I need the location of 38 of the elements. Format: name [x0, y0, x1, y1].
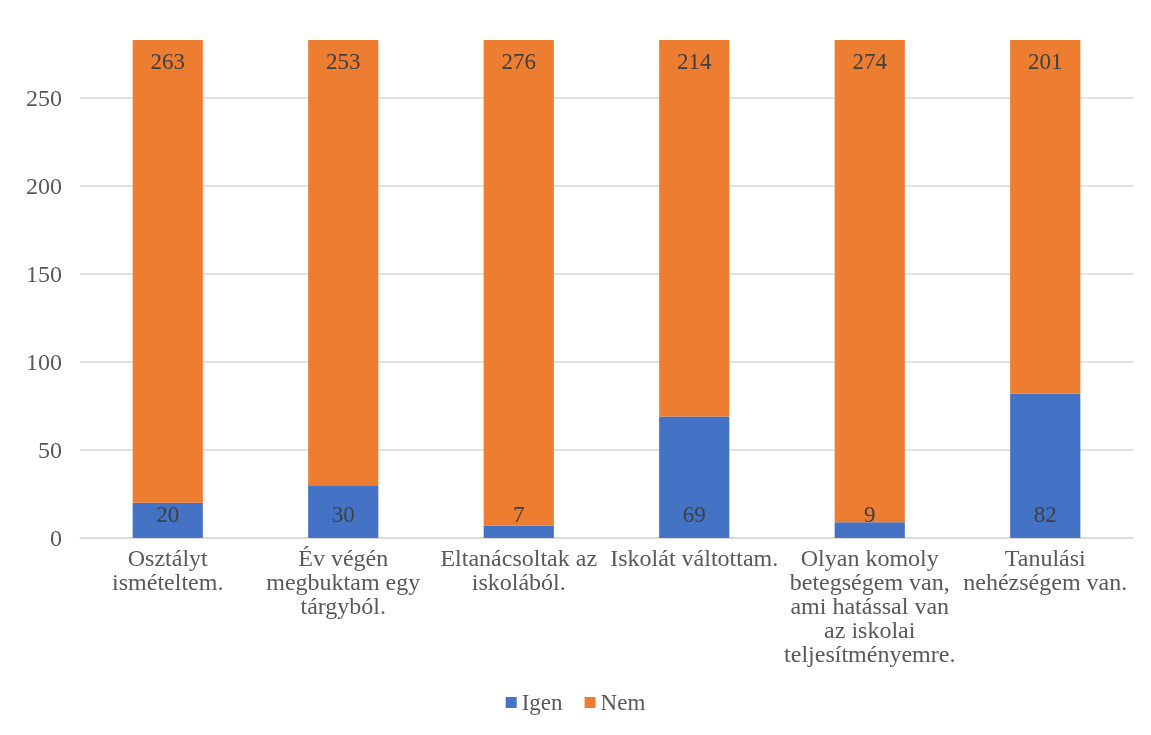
bar	[483, 525, 554, 538]
bar	[1010, 40, 1081, 394]
y-tick-label: 100	[26, 349, 62, 376]
data-label: 30	[331, 502, 355, 527]
x-tick-label: Iskolát váltottam.	[610, 545, 779, 571]
data-label: 276	[501, 49, 536, 74]
x-tick-label: Eltanácsoltak az iskolából.	[440, 545, 598, 595]
data-label: 82	[1033, 502, 1057, 527]
data-label: 20	[156, 502, 180, 527]
bar	[132, 40, 203, 503]
data-label: 253	[326, 49, 361, 74]
y-tick-label: 250	[26, 85, 62, 112]
legend-label: Igen	[521, 690, 564, 715]
bar	[834, 40, 905, 523]
data-label: 69	[682, 502, 706, 527]
legend-label: Nem	[600, 690, 646, 715]
data-label: 201	[1028, 49, 1063, 74]
bar	[834, 522, 905, 538]
bar	[308, 40, 379, 486]
bar	[308, 485, 379, 538]
data-label: 7	[513, 502, 525, 527]
bar	[132, 502, 203, 538]
bar	[659, 40, 730, 417]
x-tick-label: Év végén megbuktam egy tárgyból.	[266, 545, 421, 619]
y-tick-label: 200	[26, 173, 62, 200]
bar	[659, 416, 730, 538]
x-tick-label: Osztályt ismételtem.	[112, 545, 224, 595]
y-tick-label: 50	[38, 437, 62, 464]
y-tick-label: 0	[50, 525, 62, 551]
y-tick-label: 150	[26, 261, 62, 288]
data-label: 9	[864, 502, 876, 527]
x-tick-label: Tanulási nehézségem van.	[963, 545, 1128, 595]
bar	[1010, 393, 1081, 538]
data-label: 274	[852, 49, 888, 74]
data-label: 263	[150, 49, 185, 74]
data-label: 214	[677, 49, 712, 74]
bar	[483, 40, 554, 526]
x-tick-label: Olyan komoly betegségem van, ami hatással van az iskolai teljesítményemre.	[784, 545, 956, 667]
